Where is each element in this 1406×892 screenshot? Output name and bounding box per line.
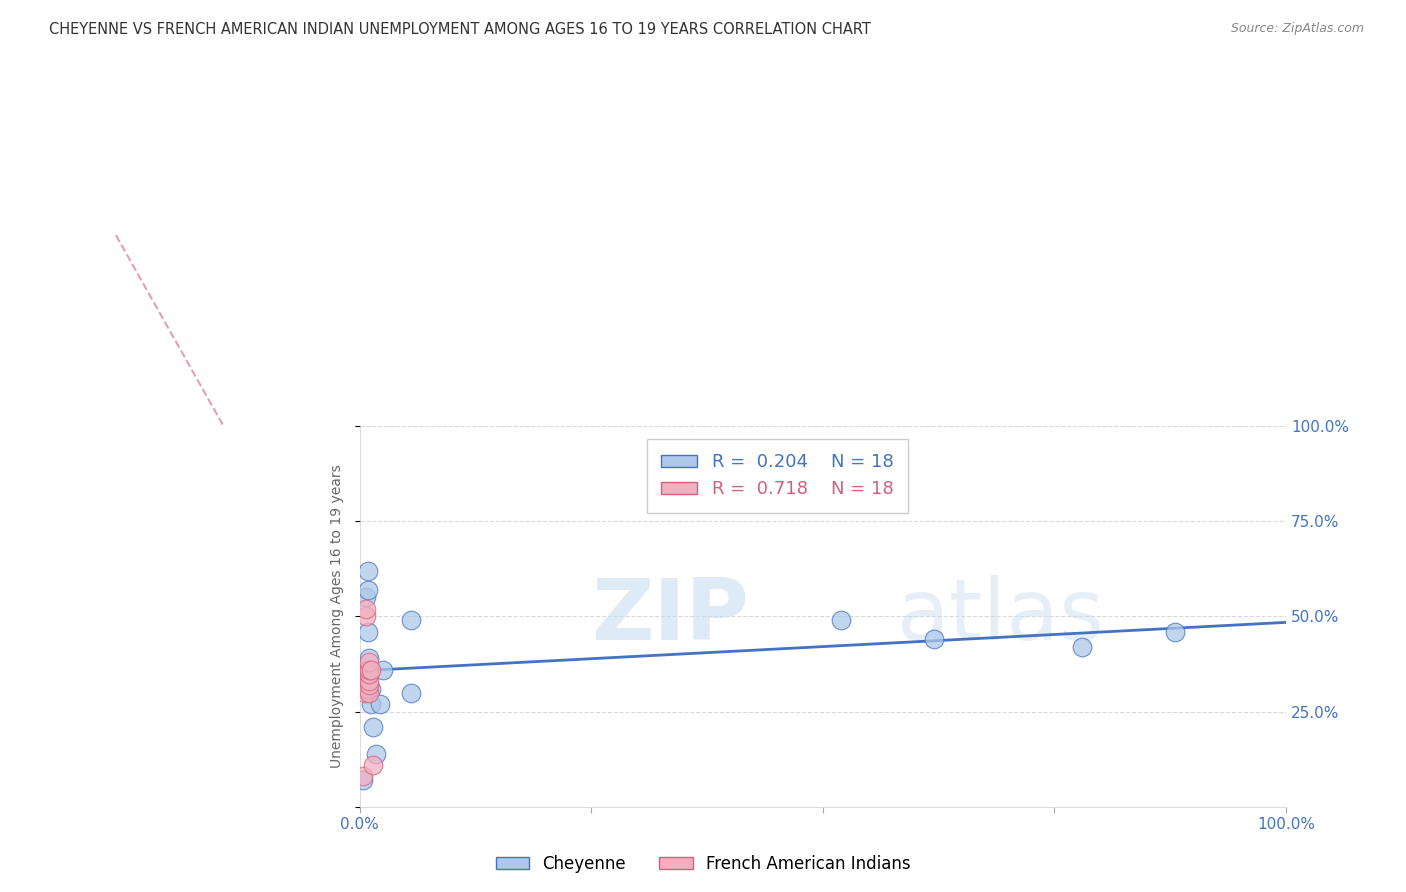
Point xyxy=(357,686,380,700)
Point xyxy=(399,613,422,627)
Point xyxy=(360,697,382,711)
Point xyxy=(354,609,377,624)
Point xyxy=(360,663,382,677)
Point xyxy=(830,613,852,627)
Point xyxy=(357,678,380,692)
Point xyxy=(357,655,380,669)
Point xyxy=(399,686,422,700)
Point xyxy=(357,663,380,677)
Point xyxy=(357,666,380,681)
Point xyxy=(357,674,380,689)
Point xyxy=(363,758,385,772)
Point xyxy=(356,666,378,681)
Point xyxy=(361,720,384,734)
Legend: R =  0.204    N = 18, R =  0.718    N = 18: R = 0.204 N = 18, R = 0.718 N = 18 xyxy=(647,439,908,513)
Point xyxy=(353,681,375,696)
Point xyxy=(357,582,380,597)
Point xyxy=(368,697,391,711)
Point xyxy=(356,681,378,696)
Point xyxy=(371,663,394,677)
Y-axis label: Unemployment Among Ages 16 to 19 years: Unemployment Among Ages 16 to 19 years xyxy=(330,465,344,768)
Point xyxy=(357,663,380,677)
Point xyxy=(357,624,380,639)
Point xyxy=(352,773,374,788)
Point xyxy=(1164,624,1187,639)
Text: CHEYENNE VS FRENCH AMERICAN INDIAN UNEMPLOYMENT AMONG AGES 16 TO 19 YEARS CORREL: CHEYENNE VS FRENCH AMERICAN INDIAN UNEMP… xyxy=(49,22,872,37)
Point xyxy=(357,681,380,696)
Point xyxy=(357,651,380,665)
Point xyxy=(354,686,377,700)
Point xyxy=(357,666,380,681)
Point xyxy=(366,747,388,761)
Point xyxy=(360,681,382,696)
Point xyxy=(354,591,377,605)
Legend: Cheyenne, French American Indians: Cheyenne, French American Indians xyxy=(489,848,917,880)
Text: Source: ZipAtlas.com: Source: ZipAtlas.com xyxy=(1230,22,1364,36)
Point xyxy=(354,602,377,616)
Text: ZIP: ZIP xyxy=(591,575,748,658)
Point xyxy=(357,564,380,578)
Text: atlas: atlas xyxy=(897,575,1105,658)
Point xyxy=(352,770,374,784)
Point xyxy=(1071,640,1094,654)
Point xyxy=(922,632,945,647)
